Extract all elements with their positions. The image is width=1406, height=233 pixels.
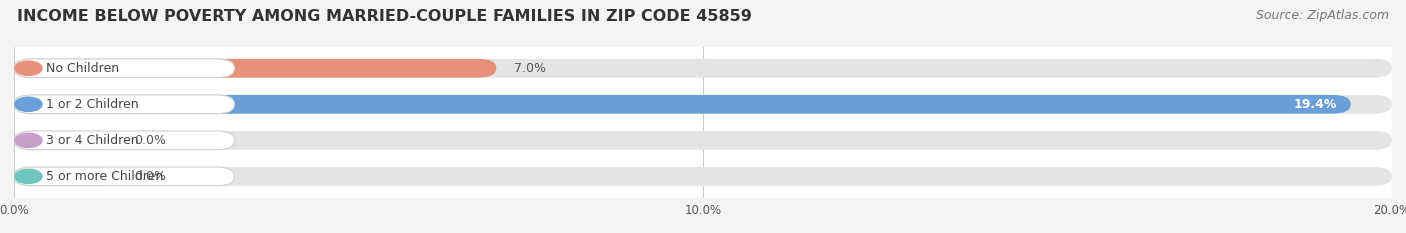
Text: 1 or 2 Children: 1 or 2 Children <box>46 98 139 111</box>
Text: 3 or 4 Children: 3 or 4 Children <box>46 134 139 147</box>
Circle shape <box>15 133 42 147</box>
FancyBboxPatch shape <box>14 167 118 186</box>
FancyBboxPatch shape <box>14 59 1392 78</box>
FancyBboxPatch shape <box>14 131 1392 150</box>
Text: 0.0%: 0.0% <box>135 134 167 147</box>
Text: 5 or more Children: 5 or more Children <box>46 170 163 183</box>
FancyBboxPatch shape <box>14 59 235 78</box>
Text: 0.0%: 0.0% <box>135 170 167 183</box>
Text: Source: ZipAtlas.com: Source: ZipAtlas.com <box>1256 9 1389 22</box>
FancyBboxPatch shape <box>14 95 1392 114</box>
Text: INCOME BELOW POVERTY AMONG MARRIED-COUPLE FAMILIES IN ZIP CODE 45859: INCOME BELOW POVERTY AMONG MARRIED-COUPL… <box>17 9 752 24</box>
FancyBboxPatch shape <box>14 95 235 114</box>
Text: 19.4%: 19.4% <box>1294 98 1337 111</box>
FancyBboxPatch shape <box>14 167 235 186</box>
FancyBboxPatch shape <box>14 131 235 150</box>
FancyBboxPatch shape <box>14 95 1351 114</box>
FancyBboxPatch shape <box>14 167 1392 186</box>
FancyBboxPatch shape <box>14 131 118 150</box>
FancyBboxPatch shape <box>14 59 496 78</box>
Circle shape <box>15 61 42 75</box>
Circle shape <box>15 97 42 111</box>
Text: 7.0%: 7.0% <box>513 62 546 75</box>
Text: No Children: No Children <box>46 62 120 75</box>
Circle shape <box>15 169 42 184</box>
